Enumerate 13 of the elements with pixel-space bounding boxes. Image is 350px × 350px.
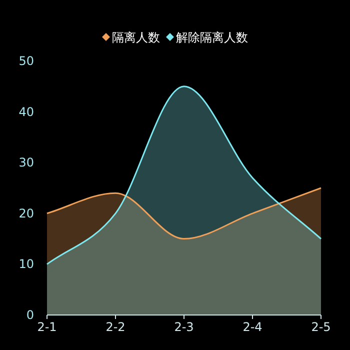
x-tick-label: 2-1 xyxy=(37,320,57,334)
y-tick-label: 10 xyxy=(18,257,34,272)
x-tick-label: 2-4 xyxy=(242,320,262,334)
x-tick-label: 2-5 xyxy=(311,320,331,334)
y-tick-label: 40 xyxy=(18,104,34,119)
y-tick-label: 20 xyxy=(18,206,34,220)
legend-label: 解除隔离人数 xyxy=(176,30,248,44)
y-tick-label: 50 xyxy=(18,54,34,68)
y-tick-label: 0 xyxy=(26,308,34,322)
legend-label: 隔离人数 xyxy=(112,30,160,44)
y-tick-label: 30 xyxy=(18,156,34,170)
x-tick-label: 2-3 xyxy=(174,320,194,334)
x-tick-label: 2-2 xyxy=(106,320,126,334)
